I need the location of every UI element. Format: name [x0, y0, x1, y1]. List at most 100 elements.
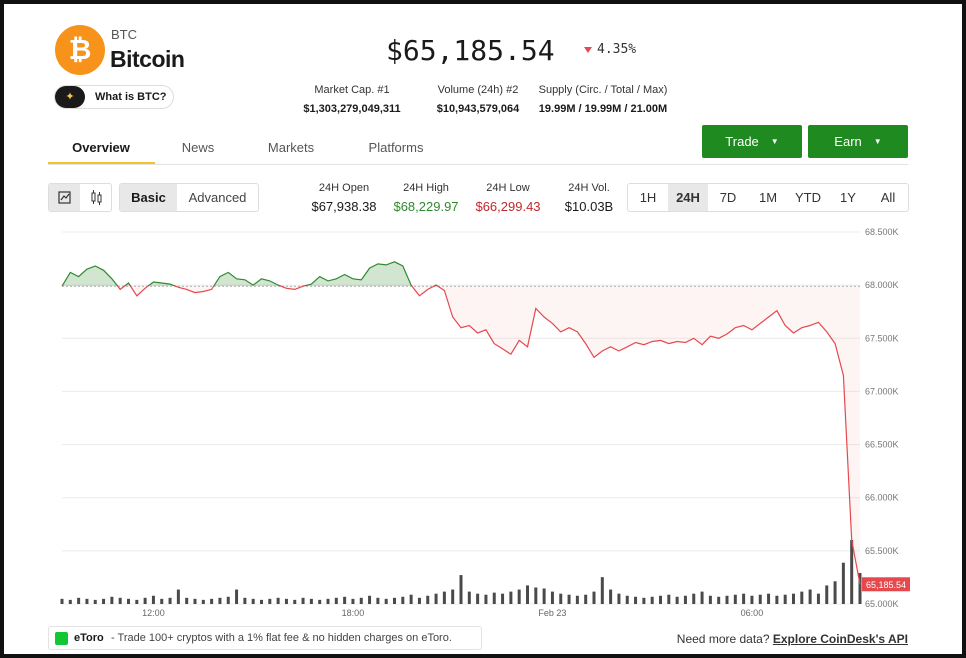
volume-bar [459, 575, 463, 604]
y-tick-label: 67.000K [865, 386, 899, 396]
x-tick-label: Feb 23 [538, 608, 566, 618]
volume-bar [476, 593, 480, 604]
volume-bar [185, 597, 189, 604]
view-toggle: Basic Advanced [119, 183, 259, 212]
volume-bar [168, 597, 172, 604]
volume-bar [816, 593, 820, 604]
view-mode-text: Advanced [188, 190, 247, 205]
volume-bar [293, 599, 297, 604]
tab[interactable]: Platforms [368, 140, 424, 155]
range-button[interactable]: 1Y [840, 190, 856, 205]
ad-banner[interactable]: eToro - Trade 100+ cryptos with a 1% fla… [48, 626, 482, 650]
stat-label: Supply (Circ. / Total / Max) [538, 84, 668, 96]
volume-bar [550, 591, 554, 604]
volume-bar [634, 596, 638, 604]
view-mode[interactable]: Basic [120, 184, 177, 211]
x-tick-label: 18:00 [342, 608, 365, 618]
volume-bar [243, 597, 247, 604]
view-mode-text: Basic [131, 190, 166, 205]
volume-bar [850, 540, 854, 604]
volume-bar [368, 595, 372, 604]
volume-bar [326, 598, 330, 604]
volume-bar [301, 597, 305, 604]
volume-bar [559, 593, 563, 604]
range-button[interactable]: 1H [639, 190, 657, 205]
volume-bar [127, 598, 130, 604]
down-arrow [584, 47, 592, 53]
sparkle-icon: ✦ [55, 86, 85, 108]
volume-bar [600, 577, 604, 604]
volume-bar [284, 598, 288, 604]
volume-bar [318, 599, 322, 604]
view-mode[interactable]: Advanced [177, 184, 258, 211]
button-text: Earn [834, 134, 862, 149]
volume-bar [609, 589, 613, 604]
volume-bar [151, 595, 155, 604]
volume-bar [675, 596, 679, 604]
volume-bar [176, 589, 180, 604]
volume-bar [351, 598, 355, 604]
tab-underline [48, 162, 155, 164]
chart-type-toggle [48, 183, 112, 212]
range-button[interactable]: YTD [795, 190, 821, 205]
ad-brand: eToro [74, 632, 104, 644]
range-button[interactable]: 1M [758, 190, 778, 205]
y-tick-label: 66.000K [865, 493, 899, 503]
tab[interactable]: News [181, 140, 215, 155]
volume-bar [808, 589, 812, 604]
day-stat-label: 24H Low [486, 182, 530, 194]
volume-bar [434, 593, 438, 604]
price-chart: 65.000K 65.500K 66.000K 66.500K 67.000K 67.50… [60, 227, 910, 618]
volume-bar [592, 591, 596, 604]
volume-bar [102, 598, 106, 604]
trade-button[interactable]: Trade ▼ [702, 125, 802, 158]
ad-text: - Trade 100+ cryptos with a 1% flat fee … [111, 632, 452, 644]
info-button-text: What is BTC? [95, 91, 167, 103]
tab-divider [48, 164, 908, 165]
volume-bar [235, 589, 239, 604]
range-button[interactable]: All [880, 190, 896, 205]
volume-bar [700, 591, 704, 604]
tab[interactable]: Overview [72, 140, 130, 155]
range-selector: 1H 24H 7D 1M YTD 1Y All [627, 183, 909, 212]
volume-bar [742, 593, 746, 604]
y-tick-label: 67.500K [865, 333, 899, 343]
line-chart-icon[interactable] [49, 184, 80, 211]
day-stat-value: $68,229.97 [393, 199, 459, 214]
tab[interactable]: Markets [267, 140, 315, 155]
api-link[interactable]: Explore CoinDesk's API [772, 632, 908, 646]
info-button[interactable]: ✦ What is BTC? [54, 85, 174, 109]
volume-bar [60, 598, 64, 604]
candle-chart-icon[interactable] [81, 184, 112, 211]
api-promo: Need more data? Explore CoinDesk's API [677, 632, 908, 646]
price: $65,185.54 [386, 34, 555, 67]
frame: ₿ BTC Bitcoin ✦ What is BTC? $65,185.54 … [4, 4, 962, 654]
volume-bar [642, 597, 646, 604]
volume-bar [492, 592, 496, 604]
volume-bar [143, 597, 147, 604]
earn-button[interactable]: Earn ▼ [808, 125, 908, 158]
volume-bar [667, 594, 671, 604]
price-line [61, 261, 861, 585]
volume-bar [858, 573, 862, 604]
y-tick-label: 65.500K [865, 546, 899, 556]
volume-bar [717, 596, 721, 604]
volume-bar [501, 593, 505, 604]
etoro-icon [55, 632, 68, 645]
caret: ▼ [873, 137, 882, 146]
range-button[interactable]: 7D [719, 190, 737, 205]
volume-bar [260, 599, 263, 604]
volume-bar [584, 594, 588, 604]
volume-bar [359, 597, 363, 604]
volume-bar [758, 594, 762, 604]
x-tick-label: 06:00 [741, 608, 764, 618]
day-stat-value: $67,938.38 [311, 199, 377, 214]
range-button[interactable]: 24H [668, 184, 708, 211]
coin-logo: ₿ [55, 25, 105, 75]
volume-bar [708, 595, 712, 604]
volume-bar [517, 589, 521, 604]
coin-symbol: BTC [111, 27, 137, 42]
day-stat-label: 24H High [403, 182, 449, 194]
volume-bar [193, 598, 197, 604]
